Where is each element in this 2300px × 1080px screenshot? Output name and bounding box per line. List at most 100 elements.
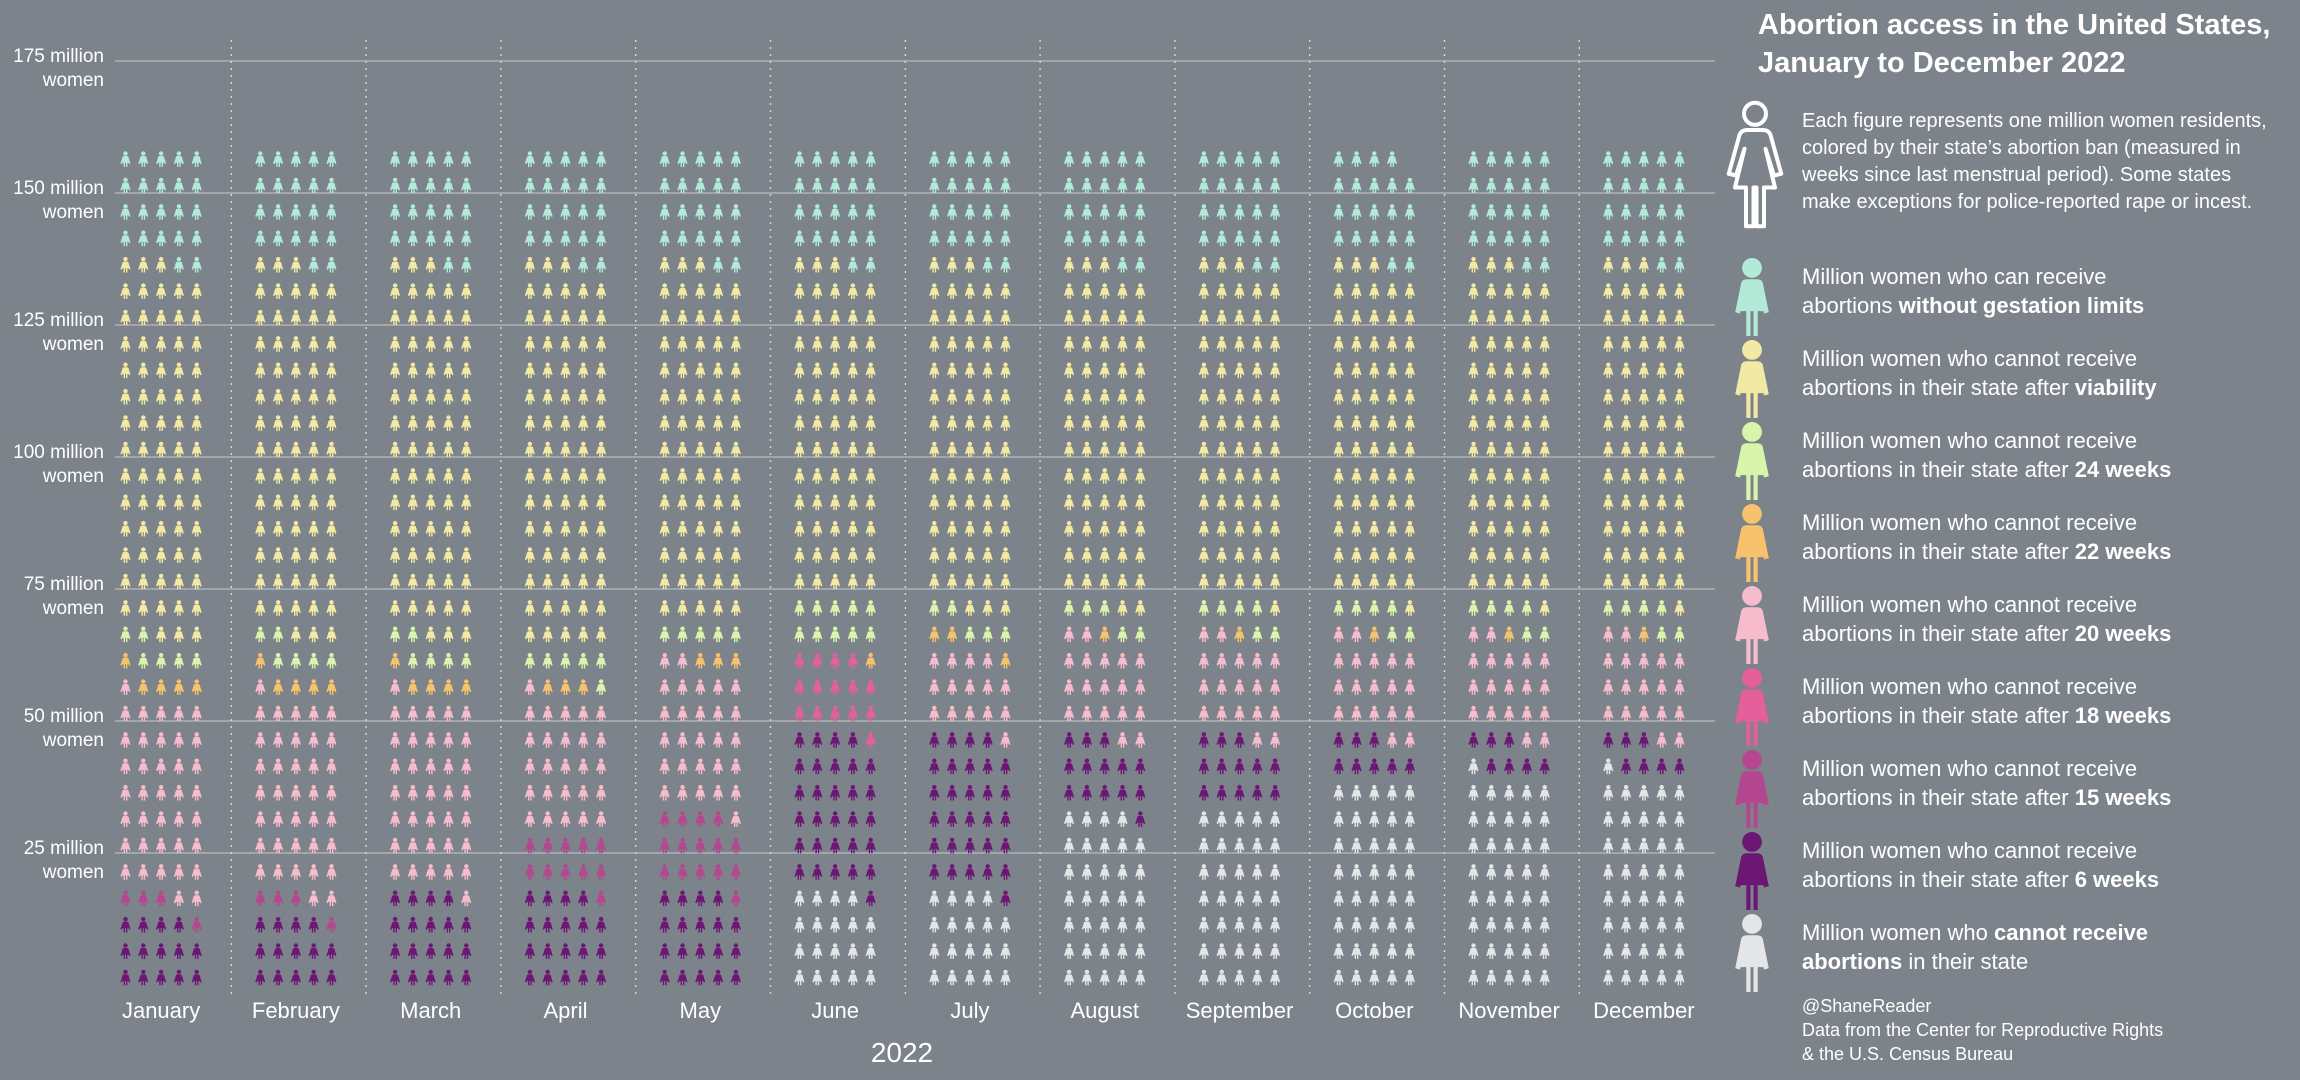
figure-mark-w20: [425, 864, 436, 880]
figure-mark-w20: [191, 890, 202, 907]
figure-mark-w6: [389, 890, 401, 907]
figure-mark-viability: [1198, 441, 1210, 458]
figure-mark-viability: [1117, 309, 1128, 326]
figure-mark-viability: [1351, 388, 1362, 405]
figure-mark-w20: [326, 784, 337, 801]
figure-mark-w15: [120, 890, 131, 907]
y-tick-label: 125 million women: [13, 310, 104, 355]
figure-mark-viability: [695, 441, 706, 458]
figure-mark-ban: [1000, 969, 1011, 986]
figure-mark-w24: [1521, 600, 1533, 616]
figure-mark-w15: [730, 837, 742, 854]
title-line-1: Abortion access in the United States,: [1758, 9, 2271, 41]
figure-mark-w6: [1135, 811, 1146, 827]
figure-mark-none: [677, 230, 688, 247]
figure-mark-viability: [1351, 362, 1362, 379]
figure-mark-viability: [308, 415, 319, 431]
figure-mark-viability: [659, 441, 670, 458]
figure-mark-none: [191, 230, 202, 247]
figure-mark-none: [407, 151, 419, 167]
figure-mark-viability: [1539, 283, 1550, 299]
figure-mark-viability: [308, 573, 319, 590]
figure-mark-w20: [1252, 705, 1263, 722]
figure-mark-viability: [812, 388, 823, 405]
figure-mark-viability: [255, 256, 266, 273]
figure-mark-w20: [595, 732, 607, 748]
figure-mark-w20: [1081, 626, 1093, 643]
figure-mark-w20: [1620, 679, 1632, 695]
figure-mark-ban: [1503, 890, 1515, 907]
figure-mark-viability: [695, 362, 706, 379]
figure-mark-ban: [1386, 943, 1398, 959]
figure-mark-w20: [1674, 705, 1685, 722]
figure-mark-viability: [1252, 336, 1263, 352]
figure-mark-w20: [425, 837, 436, 854]
figure-mark-viability: [1198, 283, 1210, 299]
figure-mark-viability: [1198, 547, 1210, 563]
figure-mark-ban: [829, 943, 841, 959]
figure-mark-w6: [542, 916, 553, 933]
figure-mark-viability: [560, 547, 571, 563]
figure-mark-ban: [1216, 864, 1227, 880]
figure-mark-viability: [1503, 573, 1515, 590]
figure-mark-viability: [1638, 441, 1650, 458]
figure-mark-viability: [255, 415, 266, 431]
figure-mark-none: [326, 230, 337, 247]
title-line-2: January to December 2022: [1758, 47, 2126, 79]
figure-mark-w20: [120, 784, 131, 801]
figure-mark-viability: [946, 388, 958, 405]
figure-mark-w20: [1369, 705, 1380, 722]
figure-mark-viability: [1063, 494, 1075, 511]
figure-mark-viability: [407, 600, 419, 616]
figure-mark-w6: [929, 837, 940, 854]
figure-mark-viability: [1234, 547, 1245, 563]
figure-mark-viability: [929, 388, 940, 405]
figure-mark-none: [1539, 230, 1550, 247]
figure-mark-w20: [173, 811, 185, 827]
figure-mark-w20: [1674, 732, 1685, 748]
figure-mark-w20: [695, 732, 706, 748]
figure-mark-viability: [982, 573, 993, 590]
figure-mark-none: [1135, 204, 1146, 220]
figure-mark-viability: [677, 547, 688, 563]
figure-mark-w6: [794, 837, 805, 854]
figure-mark-viability: [255, 468, 266, 484]
x-tick-label: November: [1458, 998, 1559, 1023]
figure-mark-w24: [524, 652, 536, 669]
figure-mark-w24: [1656, 600, 1667, 616]
figure-mark-ban: [1063, 969, 1075, 986]
figure-mark-ban: [1135, 837, 1146, 854]
figure-mark-viability: [290, 309, 302, 326]
figure-mark-viability: [290, 388, 302, 405]
figure-mark-viability: [560, 441, 571, 458]
figure-mark-viability: [964, 415, 976, 431]
figure-mark-viability: [1216, 256, 1227, 273]
figure-mark-none: [138, 177, 149, 194]
figure-mark-w15: [659, 864, 670, 880]
figure-mark-w20: [712, 758, 724, 775]
figure-mark-ban: [1369, 811, 1380, 827]
figure-mark-viability: [578, 309, 589, 326]
woman-figure-icon: [1735, 422, 1769, 500]
figure-mark-none: [524, 151, 536, 167]
figure-mark-viability: [1404, 388, 1416, 405]
figure-mark-ban: [982, 969, 993, 986]
figure-mark-w20: [290, 705, 302, 722]
figure-mark-viability: [1099, 362, 1110, 379]
figure-mark-viability: [155, 626, 167, 643]
figure-mark-viability: [929, 573, 940, 590]
figure-mark-ban: [1234, 890, 1245, 907]
figure-mark-w24: [1386, 626, 1398, 643]
figure-mark-w20: [524, 679, 536, 695]
figure-mark-none: [1216, 204, 1227, 220]
figure-mark-w20: [120, 811, 131, 827]
figure-mark-none: [1216, 230, 1227, 247]
figure-mark-viability: [255, 336, 266, 352]
figure-mark-w20: [389, 784, 401, 801]
figure-mark-viability: [1269, 283, 1281, 299]
figure-mark-viability: [1099, 468, 1110, 484]
figure-mark-viability: [812, 336, 823, 352]
figure-mark-viability: [712, 547, 724, 563]
figure-mark-viability: [865, 415, 876, 431]
figure-mark-ban: [1252, 916, 1263, 933]
